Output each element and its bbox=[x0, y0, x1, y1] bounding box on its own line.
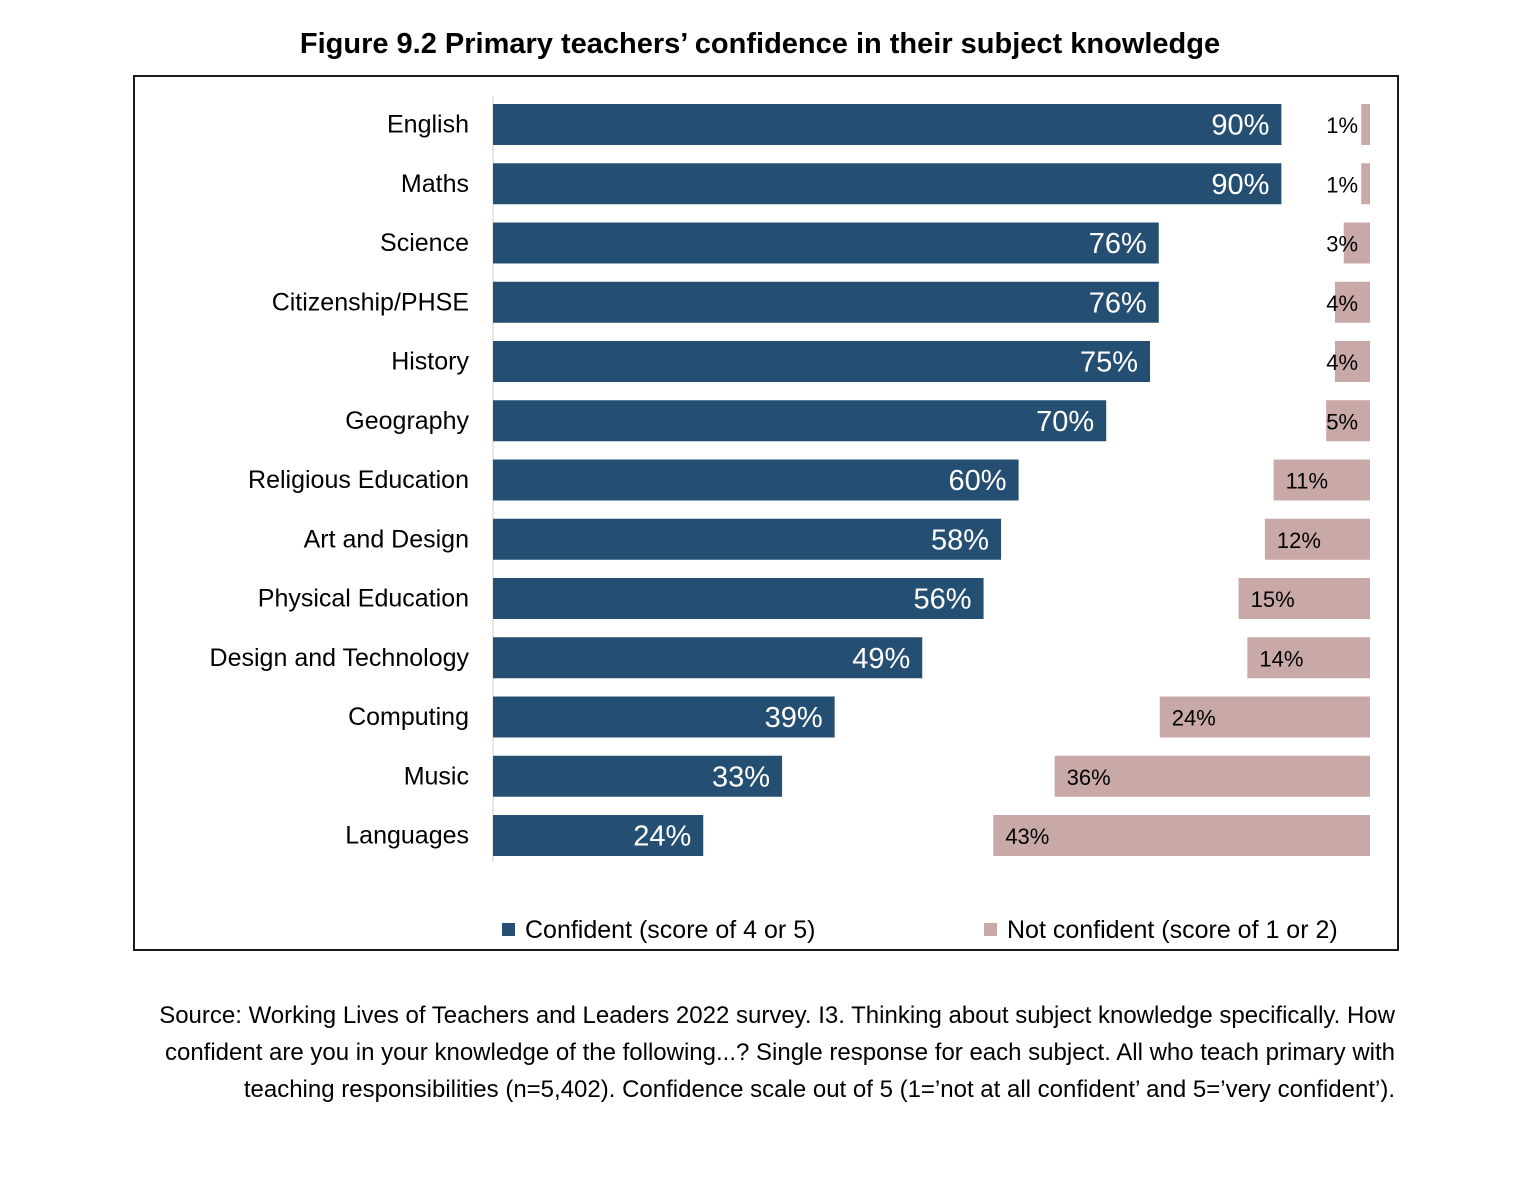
category-label-citizenship-phse: Citizenship/PHSE bbox=[272, 288, 469, 316]
source-note: Source: Working Lives of Teachers and Le… bbox=[159, 1002, 1395, 1103]
category-label-physical-education: Physical Education bbox=[258, 585, 469, 613]
data-label-not-confident-physical-education: 15% bbox=[1251, 587, 1295, 612]
chart-title: Figure 9.2 Primary teachers’ confidence … bbox=[299, 28, 1221, 60]
legend-swatch-not-confident bbox=[984, 923, 997, 936]
bar-confident-citizenship-phse bbox=[493, 281, 1159, 323]
bar-confident-music bbox=[493, 755, 783, 797]
chart-frame bbox=[133, 75, 1399, 951]
bar-not-confident-art-and-design bbox=[1264, 518, 1370, 560]
data-label-confident-design-and-technology: 49% bbox=[852, 643, 910, 675]
legend-label-not-confident: Not confident (score of 1 or 2) bbox=[1007, 916, 1338, 944]
bar-confident-english bbox=[493, 104, 1282, 145]
data-label-confident-languages: 24% bbox=[633, 821, 691, 853]
data-label-not-confident-design-and-technology: 14% bbox=[1259, 646, 1303, 671]
bar-confident-art-and-design bbox=[493, 518, 1002, 560]
bar-not-confident-physical-education bbox=[1238, 578, 1370, 619]
legend-item-not-confident: Not confident (score of 1 or 2) bbox=[984, 918, 1338, 943]
data-label-confident-geography: 70% bbox=[1036, 406, 1094, 438]
bar-not-confident-english bbox=[1361, 104, 1370, 145]
bar-confident-science bbox=[493, 222, 1159, 264]
bar-confident-physical-education bbox=[493, 578, 984, 619]
data-label-confident-religious-education: 60% bbox=[949, 465, 1007, 497]
data-label-confident-music: 33% bbox=[712, 761, 770, 793]
data-label-confident-computing: 39% bbox=[765, 702, 823, 734]
data-label-confident-citizenship-phse: 76% bbox=[1089, 287, 1147, 319]
bar-confident-languages bbox=[493, 815, 704, 856]
data-label-not-confident-computing: 24% bbox=[1172, 706, 1216, 731]
legend-swatch-confident bbox=[502, 923, 515, 936]
bar-confident-computing bbox=[493, 696, 835, 738]
data-label-not-confident-art-and-design: 12% bbox=[1277, 528, 1321, 553]
data-label-not-confident-history: 4% bbox=[1326, 350, 1358, 375]
legend-label-confident: Confident (score of 4 or 5) bbox=[525, 916, 816, 944]
legend-item-confident: Confident (score of 4 or 5) bbox=[502, 918, 815, 943]
data-label-not-confident-languages: 43% bbox=[1005, 824, 1049, 849]
category-label-history: History bbox=[391, 348, 469, 376]
data-label-not-confident-english: 1% bbox=[1326, 113, 1358, 138]
data-label-not-confident-science: 3% bbox=[1326, 232, 1358, 257]
category-label-music: Music bbox=[404, 762, 469, 790]
data-label-confident-physical-education: 56% bbox=[914, 584, 972, 616]
data-label-not-confident-geography: 5% bbox=[1326, 409, 1358, 434]
data-label-not-confident-religious-education: 11% bbox=[1286, 469, 1328, 494]
bar-not-confident-citizenship-phse bbox=[1334, 281, 1370, 323]
data-label-not-confident-music: 36% bbox=[1067, 765, 1111, 790]
bar-not-confident-design-and-technology bbox=[1247, 637, 1370, 679]
bar-not-confident-music bbox=[1054, 755, 1370, 797]
bar-not-confident-languages bbox=[993, 815, 1370, 856]
category-label-design-and-technology: Design and Technology bbox=[210, 644, 470, 672]
bar-confident-maths bbox=[493, 163, 1282, 205]
bar-not-confident-maths bbox=[1361, 163, 1370, 205]
data-label-confident-history: 75% bbox=[1080, 347, 1138, 379]
bar-not-confident-religious-education bbox=[1273, 459, 1370, 501]
category-label-art-and-design: Art and Design bbox=[304, 525, 469, 553]
category-label-english: English bbox=[387, 111, 469, 139]
category-label-geography: Geography bbox=[345, 407, 469, 435]
data-label-not-confident-maths: 1% bbox=[1326, 172, 1358, 197]
bar-not-confident-science bbox=[1343, 222, 1370, 264]
bar-confident-geography bbox=[493, 400, 1107, 442]
category-label-science: Science bbox=[380, 229, 469, 257]
data-label-confident-science: 76% bbox=[1089, 228, 1147, 260]
bar-not-confident-history bbox=[1334, 341, 1370, 382]
category-label-religious-education: Religious Education bbox=[248, 466, 469, 494]
bar-not-confident-geography bbox=[1326, 400, 1370, 442]
category-label-languages: Languages bbox=[345, 822, 469, 850]
bar-confident-religious-education bbox=[493, 459, 1019, 501]
data-label-confident-art-and-design: 58% bbox=[931, 524, 989, 556]
category-label-computing: Computing bbox=[348, 703, 469, 731]
data-label-not-confident-citizenship-phse: 4% bbox=[1326, 291, 1358, 316]
data-label-confident-maths: 90% bbox=[1211, 169, 1269, 201]
bar-confident-history bbox=[493, 341, 1150, 382]
bar-confident-design-and-technology bbox=[493, 637, 923, 679]
bar-not-confident-computing bbox=[1159, 696, 1370, 738]
category-label-maths: Maths bbox=[401, 170, 469, 198]
data-label-confident-english: 90% bbox=[1211, 110, 1269, 142]
